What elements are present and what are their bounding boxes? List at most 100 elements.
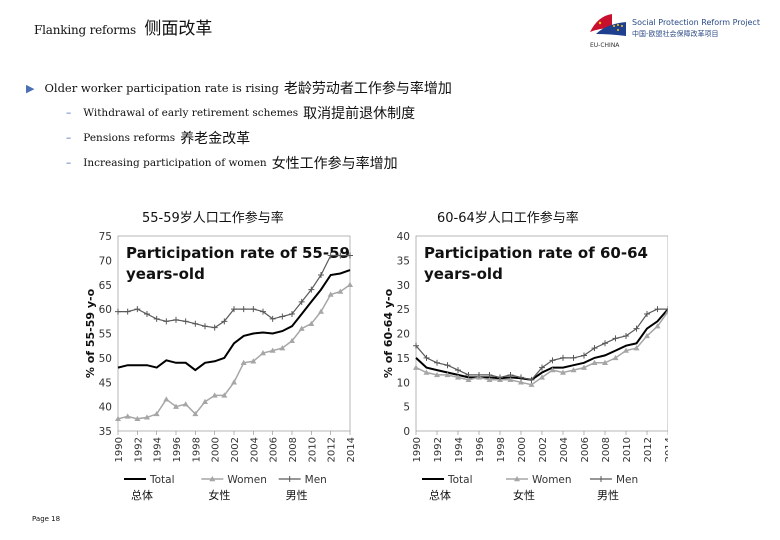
x-tick-label: 1994: [153, 437, 164, 462]
data-point-men: [308, 286, 315, 293]
x-tick-label: 1992: [133, 437, 144, 462]
bullet-main-zh: 老龄劳动者工作参与率增加: [283, 81, 452, 97]
y-tick-label: 25: [397, 304, 410, 316]
data-point-women: [153, 410, 160, 417]
chart-60-64: 0 5 10 15 20 25 30 35 40 1990 1992 1994 1996 1998 2000…: [382, 231, 668, 502]
data-point-men: [318, 272, 324, 278]
data-point-women: [298, 325, 305, 331]
data-point-women: [318, 308, 324, 314]
y-tick-label: 15: [397, 353, 410, 365]
data-point-women: [507, 376, 514, 383]
data-point-women: [202, 398, 208, 404]
data-point-men: [654, 306, 661, 313]
y-tick-label: 65: [99, 280, 112, 292]
data-point-men: [221, 318, 228, 325]
data-point-women: [182, 401, 189, 407]
data-point-men: [602, 340, 608, 347]
bullet-list: ▶ Older worker participation rate is ris…: [26, 78, 452, 173]
legend-label-zh: 女性: [208, 488, 230, 502]
data-point-men: [240, 306, 247, 313]
data-point-women: [455, 374, 461, 380]
data-point-women: [549, 367, 556, 373]
y-tick-label: 55: [99, 329, 112, 341]
data-point-women: [591, 359, 598, 365]
data-point-men: [115, 308, 121, 315]
data-point-men: [173, 316, 179, 323]
sub-bullet-zh: 取消提前退休制度: [303, 106, 416, 122]
series-line-women: [117, 284, 351, 420]
data-point-men: [211, 324, 218, 331]
x-tick-label: 2002: [230, 437, 241, 462]
y-tick-label: 40: [397, 231, 410, 243]
data-point-men: [581, 352, 587, 359]
page-number: Page 18: [32, 515, 61, 523]
slide-title-zh: 侧面改革: [144, 19, 213, 39]
data-point-men: [465, 371, 472, 378]
data-point-women: [602, 359, 608, 365]
data-point-men: [250, 306, 257, 313]
chart-1-heading: 55-59岁人口工作参与率: [142, 211, 284, 226]
y-tick-label: 30: [397, 280, 410, 292]
data-point-men: [269, 315, 276, 322]
sub-bullet: – Increasing participation of women 女性工作…: [66, 153, 452, 173]
legend-label-zh: 总体: [131, 488, 153, 502]
data-point-men: [507, 371, 514, 378]
data-point-women: [289, 337, 295, 344]
chart-55-59: 35 40 45 50 55 60 65 70 75 1990 1992 1994 1996 1998 20…: [84, 231, 357, 502]
data-point-men: [144, 311, 150, 317]
data-point-women: [444, 371, 451, 378]
data-point-women: [560, 369, 566, 375]
data-point-women: [486, 376, 493, 383]
data-point-men: [347, 252, 353, 259]
data-point-men: [591, 345, 598, 352]
legend-label-zh: 男性: [286, 488, 308, 502]
data-point-men: [413, 342, 419, 349]
y-tick-label: 75: [99, 231, 112, 243]
x-tick-label: 2012: [327, 437, 338, 462]
data-point-men: [570, 354, 577, 361]
logo-line-en: Social Protection Reform Project: [632, 18, 760, 27]
project-logo: Social Protection Reform Project 中国-欧盟社会…: [588, 10, 768, 49]
y-axis-label: % of 60-64 y-o: [382, 288, 395, 378]
legend-marker-women: [514, 476, 520, 482]
x-tick-label: 1998: [496, 437, 507, 462]
y-axis-label: % of 55-59 y-o: [84, 288, 97, 378]
y-tick-label: 50: [99, 353, 112, 365]
data-point-men: [644, 311, 650, 317]
x-tick-label: 2012: [643, 437, 654, 462]
sub-bullet-zh: 养老金改革: [180, 131, 251, 147]
data-point-women: [269, 347, 276, 353]
data-point-men: [476, 371, 482, 378]
x-tick-label: 2008: [601, 437, 612, 462]
data-point-women: [528, 381, 535, 387]
data-point-men: [260, 308, 266, 315]
legend-label: Men: [305, 474, 327, 486]
legend-label: Total: [447, 474, 473, 486]
legend-label-zh: 男性: [597, 488, 619, 502]
legend-marker-women: [209, 476, 216, 482]
logo-line-eu-china: EU-CHINA: [590, 42, 620, 49]
y-tick-label: 0: [403, 426, 410, 438]
data-point-men: [134, 306, 141, 313]
data-point-women: [124, 413, 131, 419]
data-point-women: [612, 354, 619, 361]
x-tick-label: 2008: [288, 437, 299, 462]
data-point-women: [134, 415, 141, 422]
dash-bullet-icon: –: [66, 107, 72, 119]
data-point-women: [465, 376, 472, 383]
x-tick-label: 2002: [538, 437, 549, 462]
data-point-women: [644, 332, 650, 339]
data-point-men: [192, 320, 199, 327]
data-point-men: [124, 308, 131, 315]
dash-bullet-icon: –: [66, 157, 72, 169]
chart-title: years-old: [424, 265, 503, 283]
sub-bullet: – Pensions reforms 养老金改革: [66, 128, 452, 148]
legend-marker-men: [598, 476, 604, 482]
y-tick-label: 10: [397, 377, 410, 389]
data-point-women: [347, 281, 353, 287]
x-tick-label: 2010: [307, 437, 318, 462]
x-tick-label: 2000: [211, 437, 222, 462]
data-point-women: [581, 364, 587, 370]
legend-marker-men: [286, 476, 293, 482]
series-line-total: [117, 269, 351, 372]
